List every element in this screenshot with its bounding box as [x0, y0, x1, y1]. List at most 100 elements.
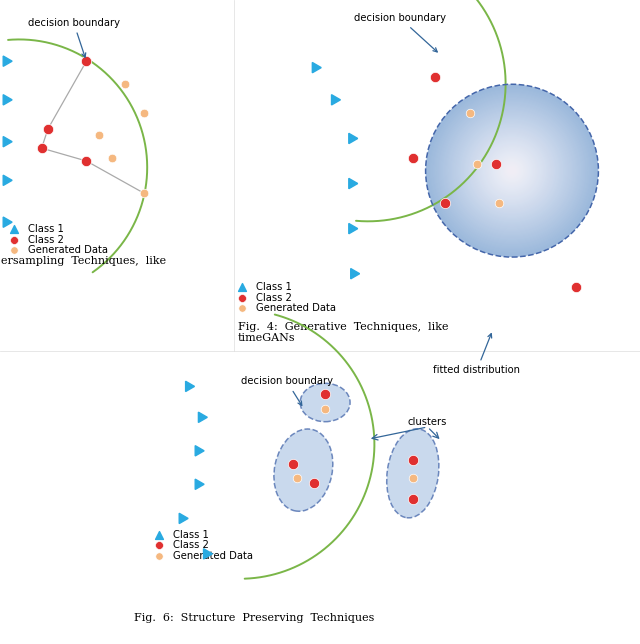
Text: Class 1: Class 1	[173, 529, 209, 540]
Ellipse shape	[484, 142, 540, 199]
Ellipse shape	[477, 136, 547, 205]
Point	[320, 404, 330, 414]
Ellipse shape	[504, 162, 521, 179]
Ellipse shape	[508, 166, 516, 175]
Ellipse shape	[445, 104, 579, 238]
Point	[408, 494, 418, 504]
Ellipse shape	[498, 156, 526, 185]
Ellipse shape	[485, 144, 539, 198]
Ellipse shape	[467, 126, 557, 216]
Polygon shape	[195, 479, 204, 489]
Ellipse shape	[490, 148, 534, 193]
Ellipse shape	[452, 110, 573, 231]
Ellipse shape	[442, 100, 582, 241]
Ellipse shape	[481, 139, 543, 202]
Text: Generated Data: Generated Data	[173, 551, 253, 561]
Ellipse shape	[463, 122, 561, 219]
Polygon shape	[3, 217, 12, 227]
Ellipse shape	[465, 124, 559, 217]
Polygon shape	[179, 513, 188, 524]
Ellipse shape	[443, 102, 581, 240]
Ellipse shape	[482, 140, 542, 201]
Text: Fig.  4:  Generative  Techniques,  like: Fig. 4: Generative Techniques, like	[238, 321, 449, 332]
Ellipse shape	[432, 91, 592, 251]
Point	[154, 540, 164, 551]
Point	[408, 153, 418, 163]
Ellipse shape	[457, 115, 567, 226]
Polygon shape	[3, 95, 12, 105]
Point	[120, 79, 130, 89]
Ellipse shape	[479, 138, 545, 203]
Ellipse shape	[436, 95, 588, 246]
Ellipse shape	[472, 131, 552, 211]
Ellipse shape	[468, 126, 556, 215]
Ellipse shape	[511, 169, 513, 172]
Ellipse shape	[496, 155, 528, 187]
Ellipse shape	[510, 169, 514, 173]
Ellipse shape	[300, 383, 350, 422]
Ellipse shape	[501, 160, 523, 182]
Polygon shape	[198, 412, 207, 422]
Polygon shape	[332, 95, 340, 105]
Ellipse shape	[456, 115, 568, 227]
Ellipse shape	[427, 86, 597, 256]
Point	[9, 234, 19, 245]
Ellipse shape	[449, 108, 575, 233]
Point	[237, 281, 247, 292]
Ellipse shape	[504, 163, 520, 178]
Point	[139, 188, 149, 198]
Ellipse shape	[458, 117, 566, 225]
Polygon shape	[349, 223, 358, 234]
Ellipse shape	[441, 99, 583, 242]
Ellipse shape	[454, 112, 570, 229]
Ellipse shape	[495, 153, 529, 188]
Ellipse shape	[455, 113, 569, 228]
Ellipse shape	[435, 94, 589, 247]
Ellipse shape	[499, 158, 525, 184]
Polygon shape	[312, 62, 321, 73]
Ellipse shape	[502, 161, 522, 180]
Point	[494, 198, 504, 208]
Point	[237, 292, 247, 303]
Ellipse shape	[470, 129, 554, 213]
Point	[9, 223, 19, 234]
Ellipse shape	[492, 150, 532, 191]
Text: ersampling  Techniques,  like: ersampling Techniques, like	[1, 256, 166, 266]
Text: fitted distribution: fitted distribution	[433, 334, 520, 375]
Ellipse shape	[471, 129, 553, 212]
Text: Class 1: Class 1	[256, 281, 292, 292]
Point	[36, 143, 47, 153]
Ellipse shape	[487, 146, 537, 196]
Polygon shape	[3, 56, 12, 66]
Point	[154, 551, 164, 561]
Ellipse shape	[387, 429, 439, 518]
Text: Generated Data: Generated Data	[256, 303, 336, 313]
Ellipse shape	[459, 118, 565, 223]
Text: decision boundary: decision boundary	[28, 17, 120, 57]
Ellipse shape	[476, 135, 548, 206]
Point	[288, 459, 298, 469]
Ellipse shape	[440, 99, 584, 243]
Ellipse shape	[428, 86, 596, 255]
Ellipse shape	[468, 128, 556, 214]
Ellipse shape	[451, 109, 573, 232]
Point	[107, 153, 117, 163]
Text: Fig.  6:  Structure  Preserving  Techniques: Fig. 6: Structure Preserving Techniques	[134, 613, 375, 623]
Ellipse shape	[461, 120, 563, 222]
Point	[43, 124, 53, 134]
Point	[472, 159, 482, 169]
Ellipse shape	[500, 159, 524, 182]
Point	[81, 56, 92, 66]
Ellipse shape	[452, 111, 572, 230]
Ellipse shape	[446, 105, 578, 236]
Text: decision boundary: decision boundary	[354, 13, 446, 52]
Ellipse shape	[497, 156, 527, 185]
Text: Generated Data: Generated Data	[28, 245, 108, 255]
Point	[9, 245, 19, 255]
Point	[440, 198, 450, 208]
Polygon shape	[351, 269, 360, 279]
Text: Class 2: Class 2	[173, 540, 209, 551]
Point	[430, 72, 440, 82]
Point	[139, 108, 149, 118]
Ellipse shape	[493, 151, 531, 190]
